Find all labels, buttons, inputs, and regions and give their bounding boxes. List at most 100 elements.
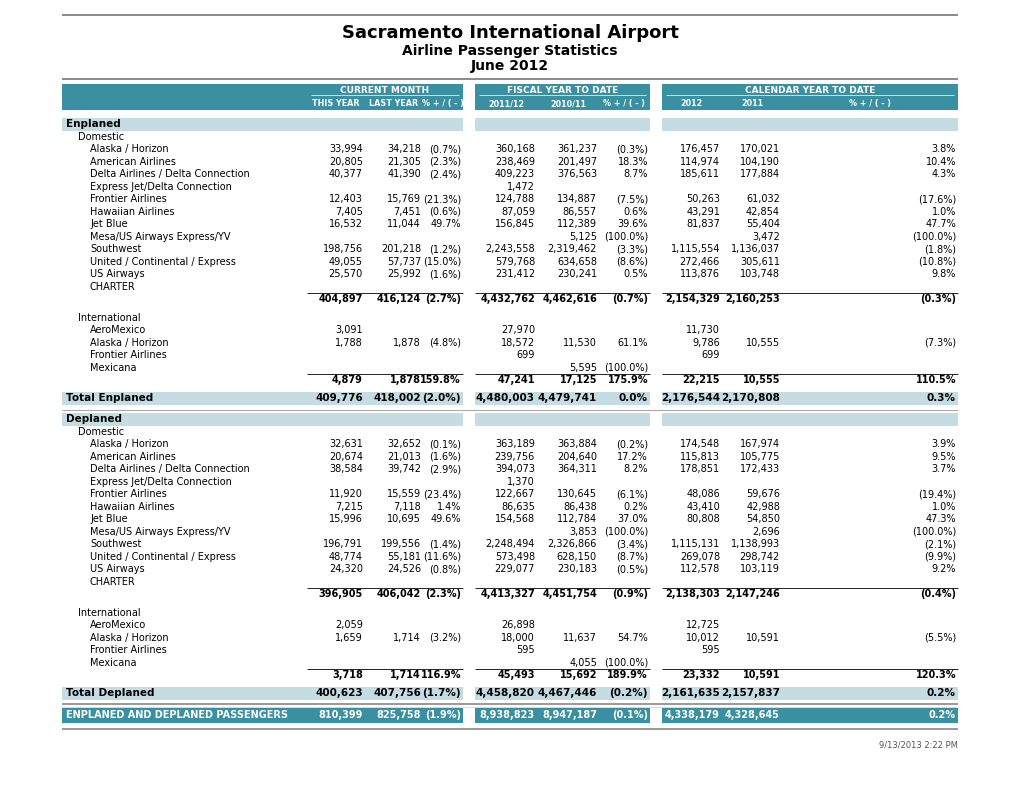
Text: (0.7%): (0.7%) [428,144,461,154]
Text: (1.9%): (1.9%) [425,710,461,720]
Text: 4,879: 4,879 [332,375,363,385]
Text: Frontier Airlines: Frontier Airlines [90,489,166,500]
Text: 2011: 2011 [740,99,762,108]
Text: 10,012: 10,012 [686,633,719,643]
Bar [475,392,649,405]
Text: (8.6%): (8.6%) [615,257,647,267]
Text: 595: 595 [516,645,535,656]
Text: Mesa/US Airways Express/YV: Mesa/US Airways Express/YV [90,232,230,242]
Text: 167,974: 167,974 [739,439,780,449]
Text: 1,115,554: 1,115,554 [669,244,719,255]
Text: (100.0%): (100.0%) [603,658,647,667]
Text: 34,218: 34,218 [387,144,421,154]
Text: 1.4%: 1.4% [436,502,461,511]
Text: (5.5%): (5.5%) [923,633,955,643]
Text: Total Deplaned: Total Deplaned [66,688,154,698]
Text: 201,218: 201,218 [380,244,421,255]
Text: 103,119: 103,119 [740,564,780,574]
Text: 404,897: 404,897 [318,294,363,304]
Text: (0.1%): (0.1%) [611,710,647,720]
Text: 1,115,131: 1,115,131 [671,539,719,549]
Text: 8,947,187: 8,947,187 [541,710,596,720]
Text: (3.4%): (3.4%) [615,539,647,549]
Text: 2,157,837: 2,157,837 [720,688,780,698]
Text: 595: 595 [701,645,719,656]
Text: LAST YEAR: LAST YEAR [369,99,418,108]
Text: (4.8%): (4.8%) [429,338,461,348]
Text: 2,319,462: 2,319,462 [547,244,596,255]
Text: CHARTER: CHARTER [90,282,136,292]
Text: 57,737: 57,737 [386,257,421,267]
Text: 27,970: 27,970 [500,325,535,335]
Text: 5,595: 5,595 [569,362,596,373]
Text: 628,150: 628,150 [556,552,596,562]
Text: 360,168: 360,168 [494,144,535,154]
Text: 272,466: 272,466 [679,257,719,267]
Text: United / Continental / Express: United / Continental / Express [90,257,235,267]
Text: Airline Passenger Statistics: Airline Passenger Statistics [401,44,618,58]
Text: 409,776: 409,776 [315,393,363,403]
Text: 4,467,446: 4,467,446 [537,688,596,698]
Text: 3,718: 3,718 [332,671,363,680]
Text: 61.1%: 61.1% [616,338,647,348]
Text: (17.6%): (17.6%) [917,195,955,204]
Text: Frontier Airlines: Frontier Airlines [90,350,166,360]
Text: 21,013: 21,013 [387,452,421,462]
Text: 43,291: 43,291 [686,206,719,217]
Text: 115,813: 115,813 [680,452,719,462]
Text: 33,994: 33,994 [329,144,363,154]
Text: (2.7%): (2.7%) [425,294,461,304]
Text: 175.9%: 175.9% [607,375,647,385]
Text: 2,147,246: 2,147,246 [725,589,780,599]
Text: 238,469: 238,469 [494,157,535,167]
Text: CHARTER: CHARTER [90,577,136,587]
Text: 396,905: 396,905 [318,589,363,599]
Text: (100.0%): (100.0%) [911,232,955,242]
Text: Domestic: Domestic [77,427,124,437]
Text: % + / ( - ): % + / ( - ) [422,99,464,108]
Text: 1,878: 1,878 [389,375,421,385]
Text: 15,996: 15,996 [329,515,363,524]
Text: 7,405: 7,405 [335,206,363,217]
Text: Delta Airlines / Delta Connection: Delta Airlines / Delta Connection [90,464,250,474]
Text: 3.8%: 3.8% [930,144,955,154]
Text: (19.4%): (19.4%) [917,489,955,500]
Text: 41,390: 41,390 [387,169,421,179]
Text: 363,189: 363,189 [494,439,535,449]
Text: 579,768: 579,768 [494,257,535,267]
Text: 364,311: 364,311 [556,464,596,474]
Text: 15,692: 15,692 [559,671,596,680]
Text: 39,742: 39,742 [386,464,421,474]
Text: 394,073: 394,073 [494,464,535,474]
Bar [62,84,307,110]
Text: 9,786: 9,786 [692,338,719,348]
Text: (1.7%): (1.7%) [422,688,461,698]
Text: THIS YEAR: THIS YEAR [312,99,360,108]
Text: 1,714: 1,714 [393,633,421,643]
Text: 1,472: 1,472 [506,182,535,191]
Text: Enplaned: Enplaned [66,119,120,129]
Text: Southwest: Southwest [90,539,142,549]
Text: 5,125: 5,125 [569,232,596,242]
Text: 407,756: 407,756 [373,688,421,698]
Text: 406,042: 406,042 [376,589,421,599]
Text: (1.6%): (1.6%) [429,269,461,279]
Text: 113,876: 113,876 [680,269,719,279]
Text: 2,176,544: 2,176,544 [660,393,719,403]
Text: 1,659: 1,659 [335,633,363,643]
Text: (7.3%): (7.3%) [923,338,955,348]
Text: (23.4%): (23.4%) [422,489,461,500]
Text: 10,695: 10,695 [387,515,421,524]
Text: (1.4%): (1.4%) [429,539,461,549]
Bar [475,686,649,700]
Text: 11,730: 11,730 [686,325,719,335]
Text: 3.9%: 3.9% [930,439,955,449]
Text: (7.5%): (7.5%) [615,195,647,204]
Text: 120.3%: 120.3% [915,671,955,680]
Bar [307,84,463,97]
Text: 130,645: 130,645 [556,489,596,500]
Text: 699: 699 [701,350,719,360]
Text: 361,237: 361,237 [556,144,596,154]
Text: 2,326,866: 2,326,866 [547,539,596,549]
Text: 11,044: 11,044 [387,219,421,229]
